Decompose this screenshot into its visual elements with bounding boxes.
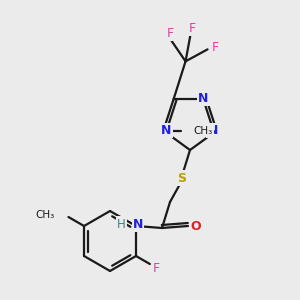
- Text: CH₃: CH₃: [35, 210, 55, 220]
- Text: N: N: [133, 218, 143, 230]
- Text: O: O: [191, 220, 201, 232]
- Text: F: F: [167, 27, 174, 40]
- Text: N: N: [161, 124, 172, 137]
- Text: CH₃: CH₃: [194, 126, 213, 136]
- Text: F: F: [212, 41, 219, 54]
- Text: H: H: [117, 218, 126, 230]
- Text: N: N: [207, 124, 218, 137]
- Text: F: F: [152, 262, 159, 275]
- Text: N: N: [198, 92, 208, 105]
- Text: F: F: [189, 22, 196, 35]
- Text: S: S: [178, 172, 187, 184]
